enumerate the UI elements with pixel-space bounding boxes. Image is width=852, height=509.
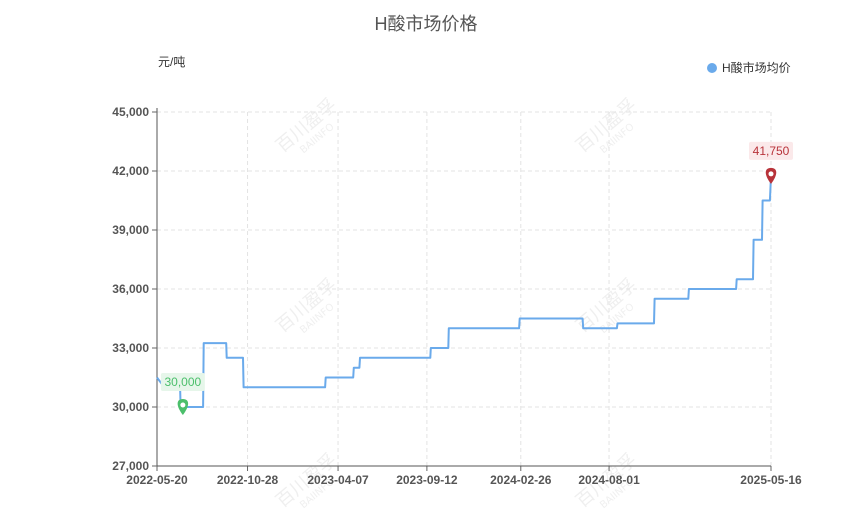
- y-tick-label: 27,000: [112, 459, 149, 473]
- legend-marker-icon: [707, 62, 717, 73]
- x-tick-label: 2024-08-01: [578, 473, 640, 487]
- y-tick-label: 42,000: [112, 164, 149, 178]
- y-tick-label: 36,000: [112, 282, 149, 296]
- y-tick-label: 33,000: [112, 341, 149, 355]
- y-axis-unit-label: 元/吨: [158, 55, 186, 69]
- min-label: 30,000: [160, 373, 205, 391]
- min-marker: [177, 399, 189, 415]
- annotation-value: 30,000: [165, 375, 202, 389]
- label-background: [749, 141, 793, 160]
- x-tick-label: 2024-02-26: [490, 473, 552, 487]
- label-background: [160, 373, 205, 391]
- legend-label: H酸市场均价: [722, 61, 791, 75]
- y-tick-label: 45,000: [112, 105, 149, 119]
- axes: 27,000 30,000 33,000 36,000 39,000 42,000 45,0…: [112, 105, 802, 487]
- map-pin-center: [768, 171, 774, 177]
- chart-title: H酸市场价格: [374, 14, 478, 34]
- map-pin-center: [180, 402, 186, 408]
- legend[interactable]: H酸市场均价: [707, 59, 791, 76]
- max-marker: [765, 167, 777, 184]
- y-tick-label: 30,000: [112, 400, 149, 414]
- series-layer: [156, 175, 772, 408]
- y-tick-label: 39,000: [112, 223, 149, 237]
- annotation-value: 41,750: [753, 144, 790, 158]
- max-label: 41,750: [749, 141, 793, 160]
- x-tick-label: 2023-04-07: [307, 473, 369, 487]
- x-tick-label: 2022-05-20: [126, 473, 188, 487]
- x-tick-label: 2023-09-12: [396, 473, 458, 487]
- grid-lines: [157, 111, 772, 466]
- annotation-layer: 30,000 41,750: [160, 141, 793, 415]
- x-tick-label: 2025-05-16: [740, 473, 802, 487]
- series-line: [156, 175, 772, 408]
- x-tick-label: 2022-10-28: [217, 473, 279, 487]
